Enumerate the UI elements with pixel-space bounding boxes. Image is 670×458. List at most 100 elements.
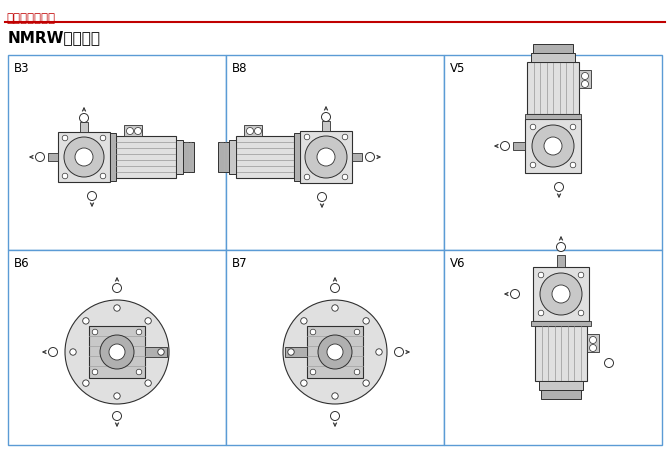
Ellipse shape <box>363 318 369 324</box>
Ellipse shape <box>136 329 142 335</box>
Ellipse shape <box>310 329 316 335</box>
Text: B8: B8 <box>232 62 247 75</box>
Ellipse shape <box>64 137 104 177</box>
Bar <box>8 250 226 445</box>
Bar <box>531 321 591 326</box>
Ellipse shape <box>114 305 120 311</box>
Ellipse shape <box>82 380 89 386</box>
Ellipse shape <box>500 142 509 151</box>
Ellipse shape <box>544 137 562 155</box>
Ellipse shape <box>363 380 369 386</box>
Bar <box>539 381 583 390</box>
Ellipse shape <box>332 305 338 311</box>
Ellipse shape <box>570 162 576 168</box>
Ellipse shape <box>604 359 614 367</box>
Text: B6: B6 <box>14 257 29 270</box>
Bar <box>58 132 110 182</box>
Text: B7: B7 <box>232 257 248 270</box>
Ellipse shape <box>552 285 570 303</box>
Ellipse shape <box>376 349 382 355</box>
Ellipse shape <box>530 124 536 130</box>
Ellipse shape <box>109 344 125 360</box>
Bar <box>229 140 236 174</box>
Bar <box>513 142 525 150</box>
Ellipse shape <box>305 136 347 178</box>
Ellipse shape <box>88 191 96 201</box>
Bar <box>525 119 581 173</box>
Ellipse shape <box>582 72 588 80</box>
Ellipse shape <box>538 272 544 278</box>
Ellipse shape <box>100 135 106 141</box>
Ellipse shape <box>322 113 330 121</box>
Ellipse shape <box>318 335 352 369</box>
Ellipse shape <box>330 284 340 293</box>
Bar <box>176 140 183 174</box>
Bar <box>533 267 589 321</box>
Bar <box>8 55 226 250</box>
Ellipse shape <box>318 192 326 202</box>
Bar <box>244 125 262 136</box>
Text: V5: V5 <box>450 62 466 75</box>
Ellipse shape <box>555 182 563 191</box>
Bar <box>531 53 575 62</box>
Bar <box>322 121 330 131</box>
Ellipse shape <box>113 284 121 293</box>
Bar <box>110 133 116 181</box>
Ellipse shape <box>582 81 588 87</box>
Ellipse shape <box>578 272 584 278</box>
Bar <box>116 136 176 178</box>
Ellipse shape <box>255 127 261 135</box>
Ellipse shape <box>80 114 88 122</box>
Bar <box>352 153 362 161</box>
Ellipse shape <box>557 242 565 251</box>
Ellipse shape <box>301 318 307 324</box>
Ellipse shape <box>342 134 348 140</box>
Bar <box>226 250 444 445</box>
Bar <box>89 326 145 378</box>
Ellipse shape <box>145 380 151 386</box>
Text: 结构及安装方式: 结构及安装方式 <box>6 12 55 25</box>
Bar <box>300 131 352 183</box>
Ellipse shape <box>532 125 574 167</box>
Ellipse shape <box>332 393 338 399</box>
Ellipse shape <box>100 173 106 179</box>
Ellipse shape <box>75 148 93 166</box>
Bar <box>587 334 599 352</box>
Ellipse shape <box>570 124 576 130</box>
Ellipse shape <box>354 369 360 375</box>
Ellipse shape <box>540 273 582 315</box>
Bar <box>218 142 229 172</box>
Ellipse shape <box>247 127 253 135</box>
Ellipse shape <box>590 337 596 344</box>
Ellipse shape <box>310 369 316 375</box>
Ellipse shape <box>36 153 44 162</box>
Ellipse shape <box>158 349 164 355</box>
Bar <box>285 347 307 357</box>
Bar <box>527 62 579 114</box>
Ellipse shape <box>82 318 89 324</box>
Ellipse shape <box>62 173 68 179</box>
Ellipse shape <box>590 344 596 351</box>
Bar <box>48 153 58 161</box>
Ellipse shape <box>127 127 133 135</box>
Bar <box>236 136 294 178</box>
Bar <box>307 326 363 378</box>
Ellipse shape <box>62 135 68 141</box>
Ellipse shape <box>92 369 98 375</box>
Ellipse shape <box>283 300 387 404</box>
Text: NMRW安装方位: NMRW安装方位 <box>8 30 101 45</box>
Ellipse shape <box>395 348 403 356</box>
Ellipse shape <box>342 174 348 180</box>
Ellipse shape <box>288 349 294 355</box>
Ellipse shape <box>538 310 544 316</box>
Ellipse shape <box>301 380 307 386</box>
Bar <box>124 125 142 136</box>
Bar <box>525 114 581 119</box>
Ellipse shape <box>48 348 58 356</box>
Ellipse shape <box>511 289 519 299</box>
Ellipse shape <box>330 411 340 420</box>
Ellipse shape <box>65 300 169 404</box>
Ellipse shape <box>578 310 584 316</box>
Ellipse shape <box>113 411 121 420</box>
Bar <box>444 55 662 250</box>
